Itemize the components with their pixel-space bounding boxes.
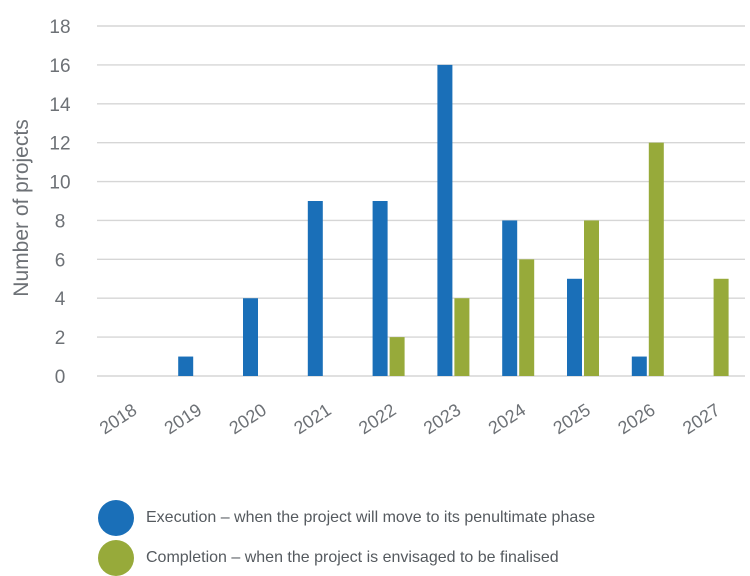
y-tick-label: 12 <box>49 134 70 155</box>
y-tick-label: 10 <box>49 173 70 194</box>
x-tick-label: 2021 <box>290 400 334 439</box>
bar-execution-2025 <box>567 278 582 376</box>
legend: Execution – when the project will move t… <box>98 500 738 576</box>
y-tick-label: 0 <box>55 367 66 388</box>
y-tick-label: 4 <box>55 289 66 310</box>
bar-execution-2026 <box>631 356 647 376</box>
y-tick-label: 6 <box>55 250 66 271</box>
bars <box>178 64 729 376</box>
x-tick-label: 2018 <box>96 400 140 439</box>
x-tick-label: 2019 <box>161 400 205 439</box>
legend-label-execution: Execution – when the project will move t… <box>146 509 596 526</box>
legend-swatch-execution <box>98 500 134 536</box>
x-tick-labels: 2018 2019 2020 2021 2022 2023 2024 2025 2026 2027 <box>96 400 724 439</box>
bar-completion-2025 <box>584 220 599 376</box>
y-tick-label: 16 <box>49 56 70 77</box>
y-tick-label: 14 <box>49 95 71 116</box>
x-tick-label: 2022 <box>355 400 399 439</box>
y-tick-label: 18 <box>49 17 70 38</box>
x-tick-label: 2026 <box>614 400 658 439</box>
bar-completion-2022 <box>389 337 405 376</box>
y-gridlines <box>97 25 745 377</box>
bar-completion-2027 <box>713 278 729 376</box>
bar-execution-2023 <box>437 64 453 376</box>
bar-chart: 0 2 4 6 8 10 12 14 16 18 2018 2019 2020 2021 2022 2023… <box>10 17 745 439</box>
bar-completion-2024 <box>519 259 535 376</box>
bar-completion-2026 <box>648 142 664 376</box>
legend-label-completion: Completion – when the project is envisag… <box>146 549 559 566</box>
bar-execution-2024 <box>502 220 518 376</box>
y-tick-label: 8 <box>55 211 66 232</box>
y-axis-label: Number of projects <box>10 119 33 296</box>
bar-execution-2020 <box>243 298 258 376</box>
x-tick-label: 2027 <box>679 400 723 439</box>
bar-execution-2019 <box>178 356 194 376</box>
legend-swatch-completion <box>98 540 134 576</box>
x-tick-label: 2023 <box>420 400 464 439</box>
bar-execution-2021 <box>307 201 323 376</box>
bar-completion-2023 <box>454 298 470 376</box>
y-tick-labels: 0 2 4 6 8 10 12 14 16 18 <box>49 17 71 388</box>
x-tick-label: 2025 <box>549 400 593 439</box>
y-tick-label: 2 <box>55 328 66 349</box>
legend-item-execution: Execution – when the project will move t… <box>98 500 738 536</box>
x-tick-label: 2020 <box>225 400 269 439</box>
legend-item-completion: Completion – when the project is envisag… <box>98 540 738 576</box>
bar-execution-2022 <box>372 201 388 376</box>
x-tick-label: 2024 <box>485 400 529 439</box>
